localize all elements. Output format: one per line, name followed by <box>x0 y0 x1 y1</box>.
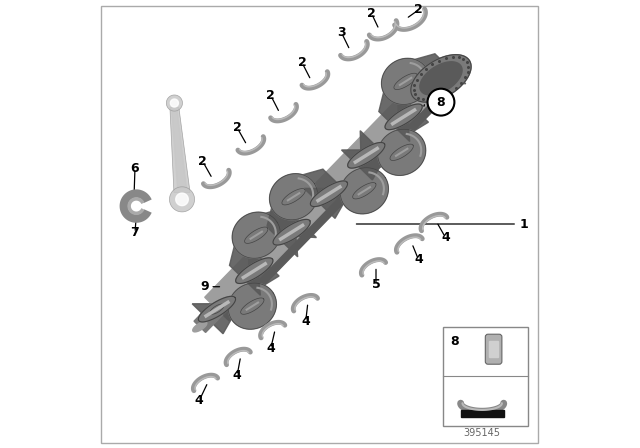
Polygon shape <box>310 181 348 207</box>
Text: 2: 2 <box>414 3 423 17</box>
Text: 4: 4 <box>266 342 275 355</box>
Text: 2: 2 <box>198 155 207 168</box>
Polygon shape <box>490 341 498 357</box>
Polygon shape <box>170 108 190 193</box>
Polygon shape <box>241 298 264 314</box>
FancyBboxPatch shape <box>485 334 502 364</box>
Text: 4: 4 <box>233 369 241 382</box>
Polygon shape <box>221 82 453 321</box>
Text: 6: 6 <box>131 161 140 175</box>
Polygon shape <box>379 63 410 142</box>
Polygon shape <box>230 217 260 295</box>
Bar <box>443 327 529 426</box>
Text: 4: 4 <box>195 394 204 408</box>
Polygon shape <box>176 193 188 206</box>
Polygon shape <box>348 142 385 168</box>
Text: 9: 9 <box>200 280 209 293</box>
Polygon shape <box>228 283 276 329</box>
Polygon shape <box>378 129 426 175</box>
Polygon shape <box>346 131 391 188</box>
Text: 2: 2 <box>233 121 241 134</box>
Polygon shape <box>234 246 279 304</box>
Polygon shape <box>304 172 362 218</box>
Text: 7: 7 <box>131 226 140 240</box>
Polygon shape <box>232 212 280 258</box>
Polygon shape <box>244 227 268 243</box>
Polygon shape <box>461 410 504 417</box>
Polygon shape <box>198 296 236 322</box>
Text: 3: 3 <box>337 26 346 39</box>
Polygon shape <box>210 304 224 314</box>
Polygon shape <box>170 187 195 212</box>
Text: 4: 4 <box>301 315 310 328</box>
Polygon shape <box>194 303 223 332</box>
Polygon shape <box>422 65 460 91</box>
Polygon shape <box>170 99 179 107</box>
Polygon shape <box>166 95 182 111</box>
Text: 2: 2 <box>367 7 376 20</box>
Polygon shape <box>172 110 186 188</box>
Polygon shape <box>236 258 273 284</box>
Polygon shape <box>394 73 417 90</box>
Text: 2: 2 <box>298 56 307 69</box>
Polygon shape <box>340 168 388 214</box>
Polygon shape <box>282 189 305 205</box>
Polygon shape <box>275 169 354 199</box>
Polygon shape <box>273 220 310 245</box>
Text: 5: 5 <box>372 278 380 291</box>
Polygon shape <box>237 207 316 237</box>
Polygon shape <box>383 92 428 150</box>
Polygon shape <box>381 58 429 104</box>
Text: 395145: 395145 <box>463 428 500 438</box>
Text: 8: 8 <box>436 95 445 109</box>
Text: 8: 8 <box>450 335 458 348</box>
Polygon shape <box>353 183 376 199</box>
Text: 4: 4 <box>441 231 450 244</box>
Polygon shape <box>390 144 413 160</box>
Polygon shape <box>193 322 207 332</box>
Text: 1: 1 <box>520 217 528 231</box>
Polygon shape <box>411 55 471 102</box>
Polygon shape <box>387 54 466 84</box>
Polygon shape <box>192 288 250 334</box>
Text: 4: 4 <box>414 253 423 267</box>
Text: 2: 2 <box>266 89 275 102</box>
Polygon shape <box>267 178 298 257</box>
Polygon shape <box>420 62 462 95</box>
Polygon shape <box>269 174 317 220</box>
Circle shape <box>428 89 454 116</box>
Polygon shape <box>205 67 447 315</box>
Polygon shape <box>385 104 422 129</box>
Polygon shape <box>342 134 399 180</box>
